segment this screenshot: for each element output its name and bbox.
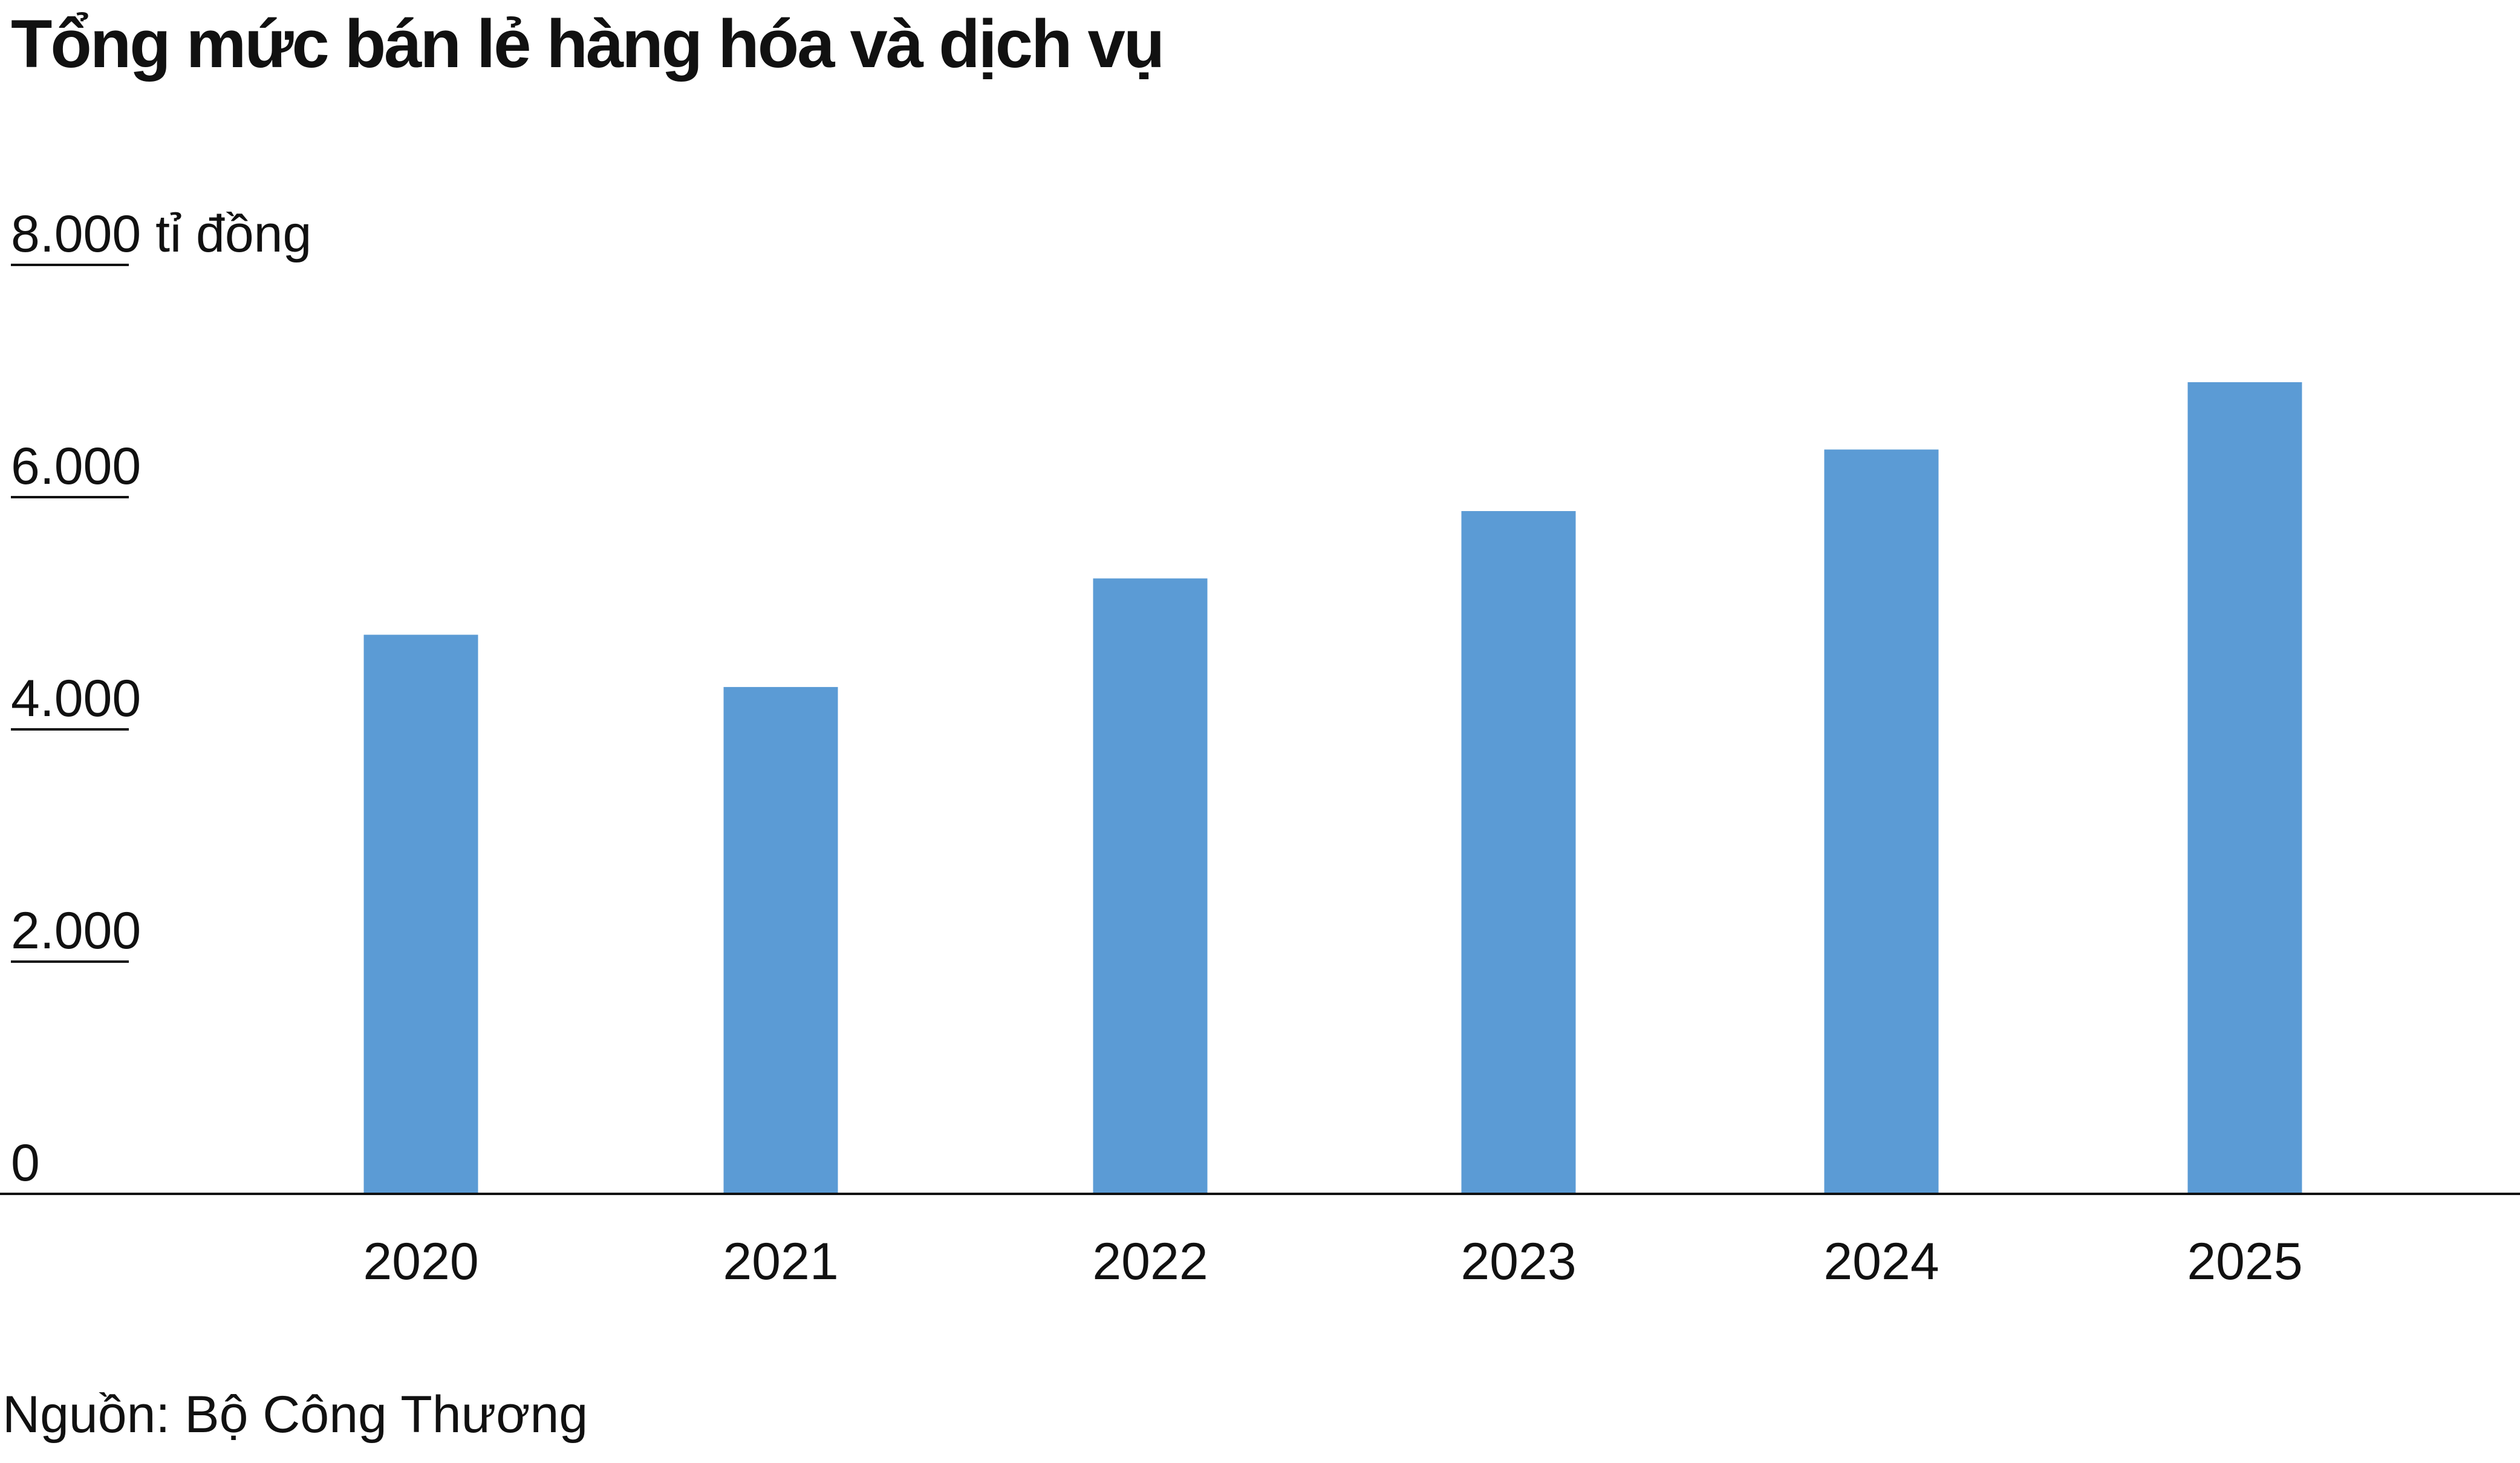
- x-tick-label: 2025: [2187, 1233, 2302, 1291]
- x-tick-label: 2023: [1460, 1233, 1576, 1291]
- bar-2022: [1093, 578, 1208, 1194]
- y-tick-label: 2.000: [11, 902, 141, 960]
- y-tick-label: 6.000: [11, 437, 141, 495]
- source-note: Nguồn: Bộ Công Thương: [2, 1386, 588, 1444]
- y-tick-label: 0: [11, 1134, 40, 1192]
- x-tick-label: 2020: [363, 1233, 478, 1291]
- bar-2025: [2187, 382, 2302, 1194]
- x-tick-label: 2021: [723, 1233, 838, 1291]
- chart-title: Tổng mức bán lẻ hàng hóa và dịch vụ: [11, 6, 1165, 82]
- bar-2021: [723, 686, 838, 1194]
- y-tick-label: 8.000 tỉ đồng: [11, 205, 311, 263]
- x-tick-label: 2022: [1092, 1233, 1208, 1291]
- bar-2023: [1461, 511, 1576, 1194]
- y-tick-label: 4.000: [11, 670, 141, 728]
- bar-2024: [1824, 449, 1939, 1194]
- x-tick-label: 2024: [1823, 1233, 1939, 1291]
- bar-2020: [363, 634, 478, 1194]
